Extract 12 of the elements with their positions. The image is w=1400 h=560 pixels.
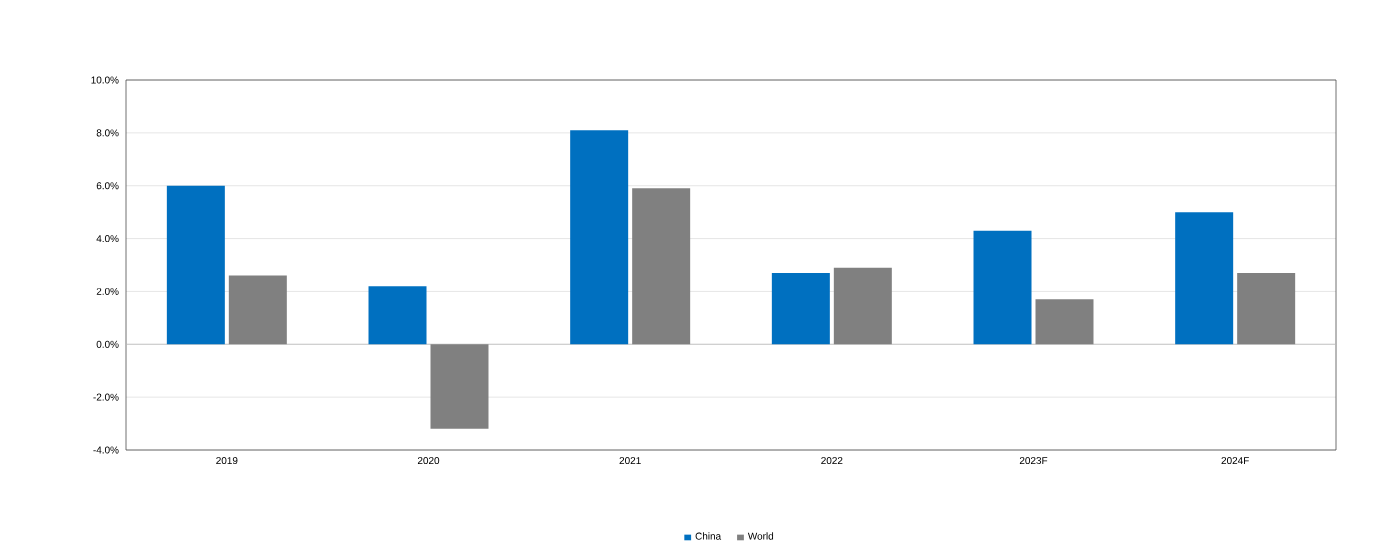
bar — [430, 344, 489, 429]
bar — [632, 188, 691, 345]
bar — [228, 275, 287, 345]
bar — [1035, 299, 1094, 345]
bar — [1237, 272, 1296, 345]
bar — [973, 230, 1032, 345]
bar — [368, 286, 427, 345]
bar — [771, 272, 830, 345]
bar — [833, 267, 892, 345]
bar — [570, 130, 629, 345]
bar — [166, 185, 225, 345]
bar — [1175, 212, 1234, 345]
